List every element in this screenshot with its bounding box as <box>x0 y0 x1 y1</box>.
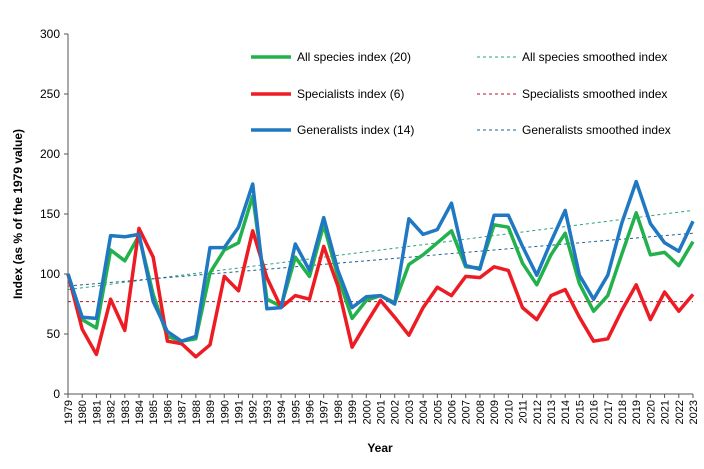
x-tick-label: 2013 <box>546 400 558 424</box>
x-tick-label: 1983 <box>120 400 132 424</box>
x-tick-label: 2005 <box>432 400 444 424</box>
legend-label: Specialists smoothed index <box>522 87 667 101</box>
x-tick-label: 2000 <box>361 400 373 424</box>
x-tick-label: 1987 <box>177 400 189 424</box>
x-tick-label: 1991 <box>233 400 245 424</box>
x-tick-label: 2021 <box>660 400 672 424</box>
x-tick-label: 1996 <box>304 400 316 424</box>
x-tick-label: 2007 <box>461 400 473 424</box>
legend-label: Generalists smoothed index <box>522 123 671 137</box>
y-axis-title: Index (as % of the 1979 value) <box>11 129 25 299</box>
x-tick-label: 2004 <box>418 400 430 424</box>
x-tick-label: 2016 <box>589 400 601 424</box>
y-tick-label: 100 <box>40 267 60 281</box>
x-tick-label: 1993 <box>262 400 274 424</box>
x-tick-label: 1998 <box>333 400 345 424</box>
x-tick-label: 2011 <box>518 400 530 424</box>
x-tick-label: 1980 <box>77 400 89 424</box>
x-tick-label: 1986 <box>162 400 174 424</box>
legend-label: All species smoothed index <box>522 50 667 64</box>
chart-series <box>66 179 695 359</box>
y-tick-label: 150 <box>40 207 60 221</box>
x-tick-label: 2014 <box>560 400 572 424</box>
x-tick-label: 1997 <box>319 400 331 424</box>
y-tick-label: 250 <box>40 87 60 101</box>
y-tick-label: 300 <box>40 27 60 41</box>
x-tick-label: 1985 <box>148 400 160 424</box>
x-tick-label: 2019 <box>631 400 643 424</box>
y-tick-label: 200 <box>40 147 60 161</box>
x-tick-label: 2020 <box>645 400 657 424</box>
x-tick-label: 2015 <box>574 400 586 424</box>
x-tick-label: 1992 <box>248 400 260 424</box>
y-tick-label: 0 <box>53 387 60 401</box>
x-tick-label: 2001 <box>376 400 388 424</box>
series-line <box>66 226 695 359</box>
x-tick-label: 1984 <box>134 400 146 424</box>
series-line <box>67 232 694 287</box>
series-line <box>66 179 695 343</box>
x-tick-label: 2002 <box>390 400 402 424</box>
x-tick-label: 1982 <box>106 400 118 424</box>
x-tick-label: 1994 <box>276 400 288 424</box>
x-tick-label: 1981 <box>91 400 103 424</box>
x-tick-label: 1988 <box>191 400 203 424</box>
x-tick-label: 2018 <box>617 400 629 424</box>
chart-legend: All species index (20) Specialists index … <box>251 50 671 137</box>
legend-label: Specialists index (6) <box>297 87 404 101</box>
x-tick-label: 1995 <box>290 400 302 424</box>
x-tick-label: 2017 <box>603 400 615 424</box>
legend-label: Generalists index (14) <box>297 123 414 137</box>
x-tick-label: 2003 <box>404 400 416 424</box>
x-tick-label: 2009 <box>489 400 501 424</box>
x-tick-label: 2006 <box>447 400 459 424</box>
y-tick-label: 50 <box>47 327 61 341</box>
x-tick-label: 2010 <box>503 400 515 424</box>
x-tick-label: 2008 <box>475 400 487 424</box>
x-tick-label: 2012 <box>532 400 544 424</box>
x-tick-label: 1989 <box>205 400 217 424</box>
series-line <box>67 209 694 291</box>
x-tick-label: 2022 <box>674 400 686 424</box>
x-tick-label: 2023 <box>688 400 700 424</box>
x-tick-label: 1979 <box>63 400 75 424</box>
legend-label: All species index (20) <box>297 50 411 64</box>
x-tick-label: 1999 <box>347 400 359 424</box>
x-tick-label: 1990 <box>219 400 231 424</box>
x-axis-title: Year <box>367 441 393 455</box>
